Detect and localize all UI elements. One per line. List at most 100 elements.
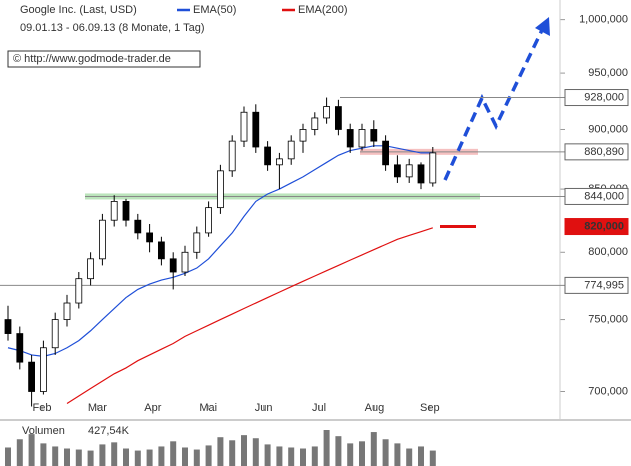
candle-body <box>87 258 94 280</box>
candle-body <box>169 258 177 273</box>
candle-body <box>146 232 154 243</box>
volume-label: Volumen <box>22 425 65 437</box>
volume-bar <box>429 450 436 466</box>
volume-bar <box>406 448 413 466</box>
candle-body <box>429 152 437 184</box>
volume-bar <box>40 443 47 466</box>
chart-subtitle: 09.01.13 - 06.09.13 (8 Monate, 1 Tag) <box>20 22 204 34</box>
y-tick-label: 900,000 <box>588 123 628 135</box>
level-label: 880,890 <box>584 146 624 158</box>
candle-body <box>346 129 354 148</box>
y-tick-label: 1,000,000 <box>579 14 628 26</box>
y-tick-label: 700,000 <box>588 385 628 397</box>
candle-body <box>405 164 413 178</box>
candle-body <box>99 219 106 260</box>
x-tick-label: Jun <box>255 402 273 414</box>
volume-bar <box>241 435 247 466</box>
volume-bar <box>28 434 35 466</box>
volume-bar <box>123 448 129 466</box>
candle-body <box>358 129 366 148</box>
volume-bar <box>64 448 70 466</box>
volume-bar <box>252 438 259 466</box>
legend-label: EMA(200) <box>298 4 348 16</box>
candle-body <box>157 241 165 260</box>
level-box <box>564 218 629 236</box>
volume-bar <box>288 447 295 466</box>
volume-bar <box>229 440 236 466</box>
candle-body <box>240 111 248 142</box>
candle-body <box>311 117 319 130</box>
candle-body <box>63 302 71 320</box>
level-box <box>564 276 629 294</box>
candle-body <box>228 140 236 172</box>
x-tick-label: Apr <box>144 402 161 414</box>
level-label: 928,000 <box>584 91 624 103</box>
volume-bar <box>182 447 188 466</box>
level-label: 774,995 <box>584 279 624 291</box>
volume-bar <box>52 446 59 466</box>
x-tick-label: Aug <box>365 402 385 414</box>
forecast-arrow <box>443 27 545 181</box>
source-box <box>7 50 201 68</box>
volume-bar <box>418 446 424 466</box>
level-label: 820,000 <box>584 220 624 232</box>
candle-body <box>216 170 224 209</box>
volume-bar <box>87 450 94 466</box>
candle-body <box>134 219 142 234</box>
candle-body <box>287 140 295 160</box>
candle-body <box>205 207 213 234</box>
x-tick-label: Jul <box>312 402 326 414</box>
y-tick-label: 800,000 <box>588 246 628 258</box>
volume-bar <box>276 446 283 466</box>
volume-bar <box>347 443 354 466</box>
volume-bar <box>16 439 23 466</box>
x-tick-label: Sep <box>420 402 440 414</box>
ema-line <box>66 227 433 404</box>
candle-body <box>252 111 260 148</box>
forecast-arrowhead <box>535 17 550 36</box>
volume-bar <box>311 446 318 466</box>
volume-bar <box>134 450 141 466</box>
candle-body <box>382 140 390 166</box>
candle-body <box>275 158 283 166</box>
volume-bar <box>158 446 165 466</box>
legend-label: EMA(50) <box>193 4 236 16</box>
candle-body <box>75 278 83 304</box>
candle-body <box>370 129 378 142</box>
candle-body <box>417 164 425 184</box>
level-box <box>564 187 629 205</box>
volume-bar <box>359 441 365 466</box>
candle-body <box>110 201 118 221</box>
volume-bar <box>99 444 106 466</box>
volume-bar <box>75 449 82 466</box>
volume-last: 427,54K <box>88 425 130 437</box>
x-tick-label: Mar <box>88 402 107 414</box>
volume-bar <box>5 447 11 466</box>
volume-bar <box>335 436 342 466</box>
candle-body <box>193 232 201 253</box>
candle-body <box>334 106 342 130</box>
candle-body <box>4 319 12 334</box>
candle-body <box>122 201 130 221</box>
candle-body <box>323 106 331 119</box>
volume-bar <box>323 430 330 466</box>
volume-bar <box>170 441 177 466</box>
volume-bar <box>193 449 200 466</box>
x-tick-label: Mai <box>199 402 217 414</box>
volume-bar <box>111 442 118 466</box>
x-tick-label: Feb <box>33 402 52 414</box>
volume-bar <box>382 439 389 466</box>
level-box <box>564 143 629 161</box>
volume-bar <box>370 432 377 466</box>
level-box <box>564 89 629 107</box>
candle-body <box>16 333 24 363</box>
chart-title: Google Inc. (Last, USD) <box>20 4 137 16</box>
volume-bar <box>300 448 306 466</box>
y-tick-label: 750,000 <box>588 313 628 325</box>
candle-body <box>181 251 189 273</box>
volume-bar <box>146 449 153 466</box>
candle-body <box>28 361 36 392</box>
y-tick-label: 950,000 <box>588 67 628 79</box>
